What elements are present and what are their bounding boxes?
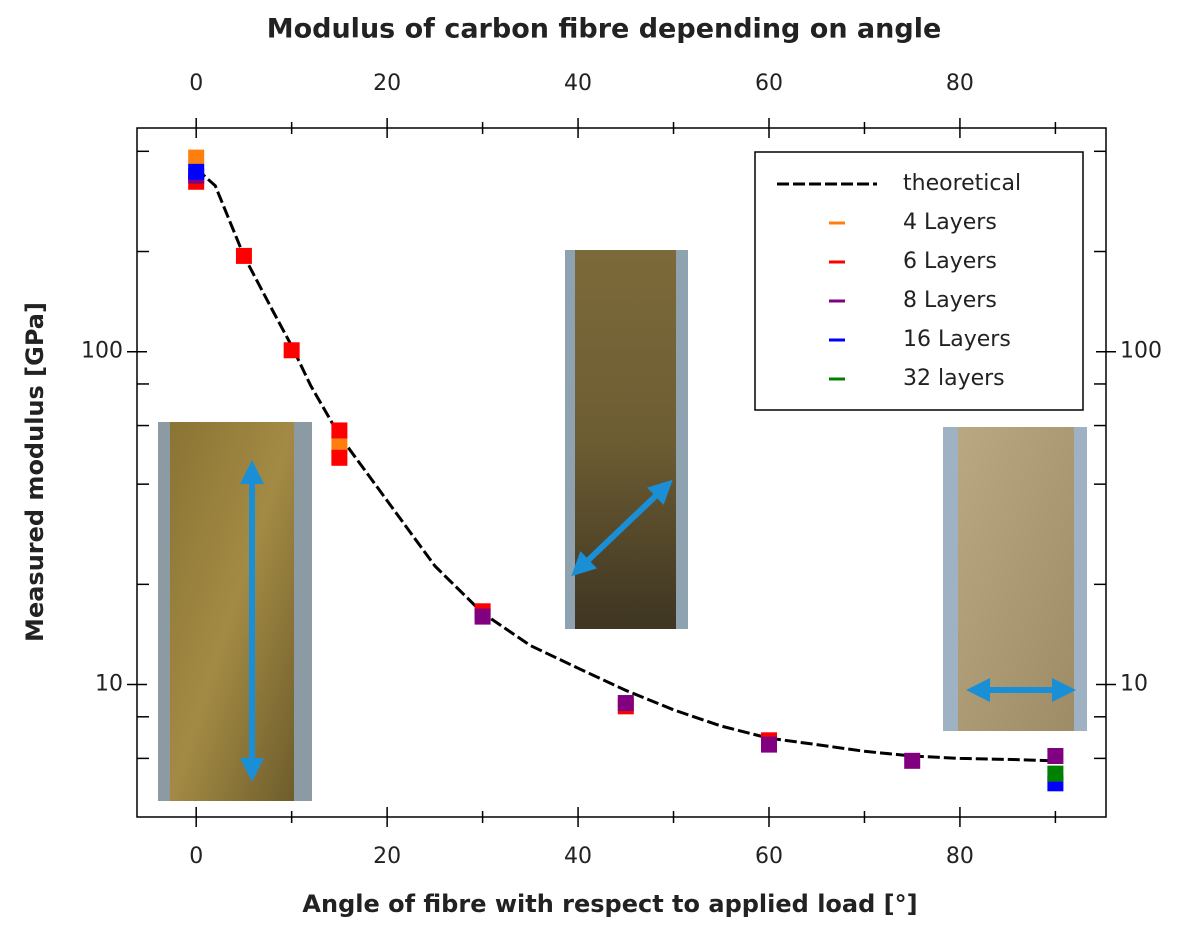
- data-point: [188, 163, 205, 180]
- plot-frame: [136, 127, 1107, 818]
- data-point: [188, 149, 205, 166]
- legend-label: theoretical: [903, 171, 1021, 196]
- data-point: [474, 608, 491, 625]
- theoretical-line: [195, 167, 1056, 763]
- legend-label: 4 Layers: [903, 210, 997, 235]
- x-tick-label-top: 20: [373, 71, 401, 96]
- legend-box: [754, 151, 1084, 411]
- legend-label: 6 Layers: [903, 249, 997, 274]
- x-tick-label: 0: [189, 844, 203, 869]
- x-tick-label: 40: [564, 844, 592, 869]
- photo-specimen: [575, 250, 676, 629]
- data-point: [1047, 747, 1064, 764]
- data-point: [617, 695, 634, 712]
- data-point: [904, 752, 921, 769]
- data-point: [283, 342, 300, 359]
- legend-label: 32 layers: [903, 366, 1005, 391]
- legend-label: 8 Layers: [903, 288, 997, 313]
- data-point: [331, 422, 348, 439]
- y-tick-label-right: 10: [1120, 672, 1148, 697]
- data-point: [760, 736, 777, 753]
- x-tick-label: 60: [755, 844, 783, 869]
- chart-title: Modulus of carbon fibre depending on ang…: [267, 14, 942, 45]
- x-tick-label-top: 60: [755, 71, 783, 96]
- y-tick-label-right: 100: [1120, 339, 1162, 364]
- legend-label: 16 Layers: [903, 327, 1011, 352]
- data-point: [331, 436, 348, 453]
- data-point: [331, 449, 348, 466]
- y-tick-label: 10: [95, 672, 123, 697]
- y-tick-label: 100: [81, 339, 123, 364]
- fibre-arrow: [571, 479, 673, 577]
- x-tick-label: 20: [373, 844, 401, 869]
- x-axis-label: Angle of fibre with respect to applied l…: [302, 890, 917, 918]
- x-tick-label-top: 40: [564, 71, 592, 96]
- photos: [158, 250, 1087, 801]
- photo-specimen: [958, 427, 1074, 731]
- photo-specimen: [170, 422, 294, 801]
- x-tick-label: 80: [946, 844, 974, 869]
- data-point: [235, 247, 252, 264]
- data-point: [1047, 765, 1064, 782]
- x-tick-label-top: 0: [189, 71, 203, 96]
- y-axis-label: Measured modulus [GPa]: [21, 302, 49, 642]
- x-tick-label-top: 80: [946, 71, 974, 96]
